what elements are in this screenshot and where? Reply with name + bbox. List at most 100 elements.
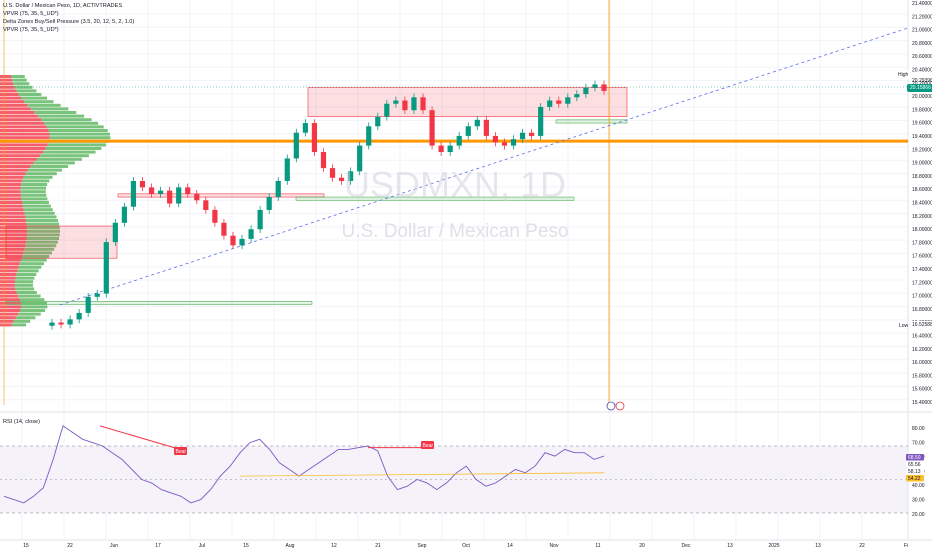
demand-zone	[5, 301, 313, 305]
price-axis-label: 18.00000	[912, 227, 932, 233]
last-price-badge: 20.15866	[907, 84, 932, 92]
volume-profile-buy	[36, 157, 82, 161]
volume-profile-buy	[27, 229, 61, 233]
volume-profile-buy	[21, 301, 48, 305]
candle-body	[465, 126, 471, 136]
candle-body	[375, 116, 381, 127]
high-label: High	[895, 71, 912, 79]
price-axis-label: 21.20000	[912, 14, 932, 20]
volume-profile-buy	[43, 150, 96, 154]
volume-profile-buy	[21, 305, 48, 309]
volume-profile-sell	[0, 255, 23, 258]
time-axis-label: Oct	[462, 543, 470, 549]
candle-body	[67, 319, 73, 325]
price-axis-label: 18.20000	[912, 214, 932, 220]
volume-profile-buy	[22, 255, 50, 258]
candle-body	[538, 106, 544, 136]
volume-profile-buy	[49, 136, 111, 140]
bear-label: Bear	[423, 443, 434, 449]
candle-body	[393, 100, 399, 104]
candle-body	[275, 180, 281, 198]
volume-profile-buy	[16, 291, 37, 294]
volume-profile-buy	[16, 89, 37, 93]
volume-profile-sell	[0, 150, 44, 154]
volume-profile-buy	[18, 312, 41, 316]
volume-profile-buy	[26, 226, 60, 230]
watermark-name: U.S. Dollar / Mexican Peso	[341, 221, 568, 242]
candle-body	[293, 132, 299, 159]
bear-label: Bear	[176, 449, 187, 455]
volume-profile-sell	[0, 240, 27, 244]
time-axis-label: 13	[815, 543, 821, 549]
indicator-label-2[interactable]: Delta Zones Buy/Sell Pressure (3.5, 20, …	[3, 19, 135, 25]
volume-profile-buy	[13, 319, 31, 323]
candle-body	[338, 177, 345, 181]
time-axis-label: Aug	[286, 543, 295, 549]
time-axis-label: 11	[595, 543, 600, 549]
candle-body	[85, 296, 91, 313]
candle-body	[248, 229, 254, 239]
candle-body	[547, 100, 553, 107]
price-axis-label: 15.40000	[912, 400, 932, 406]
indicator-label-3[interactable]: VPVR (75, 35, 5_UD*)	[3, 27, 59, 33]
candle-body	[366, 126, 372, 146]
candle-body	[284, 158, 290, 181]
volume-profile-sell	[0, 251, 24, 255]
volume-profile-buy	[14, 85, 33, 89]
candle-body	[230, 235, 236, 246]
volume-profile-buy	[47, 143, 106, 147]
rsi-axis-label: 20.00	[912, 512, 925, 518]
volume-profile-sell	[0, 136, 50, 140]
candle-body	[574, 94, 580, 98]
volume-profile-buy	[21, 197, 48, 201]
volume-profile-sell	[0, 190, 21, 194]
volume-profile-buy	[15, 276, 35, 280]
candle-body	[429, 110, 435, 146]
volume-profile-sell	[0, 247, 25, 251]
price-axis-label: 19.20000	[912, 147, 932, 153]
price-axis-label: 20.00000	[912, 94, 932, 100]
volume-profile-buy	[11, 75, 25, 78]
volume-profile-buy	[15, 287, 35, 291]
rsi-title[interactable]: RSI (14, close)	[3, 419, 40, 425]
candle-body	[49, 322, 55, 326]
supply-zone	[307, 87, 628, 117]
price-axis-label: 16.00000	[912, 360, 932, 366]
rsi-badge-bg	[906, 475, 924, 482]
volume-profile-sell	[0, 111, 35, 114]
time-axis-label: 14	[507, 543, 513, 549]
price-axis-label: 20.80000	[912, 41, 932, 47]
supply-zone	[5, 225, 118, 259]
volume-profile-buy	[22, 204, 51, 208]
volume-profile-buy	[44, 121, 99, 125]
candle-body	[311, 123, 318, 153]
volume-profile-buy	[20, 186, 47, 190]
volume-profile-sell	[0, 121, 45, 125]
volume-profile-sell	[0, 193, 21, 197]
indicator-label-1[interactable]: VPVR (75, 35, 5_UD*)	[3, 11, 59, 17]
rsi-value-badge: 58.13	[908, 469, 921, 475]
candle-body	[456, 135, 462, 146]
volume-profile-sell	[0, 219, 27, 222]
volume-profile-sell	[0, 276, 16, 280]
volume-profile-sell	[0, 283, 15, 287]
candle-body	[167, 190, 173, 204]
volume-profile-buy	[21, 183, 48, 186]
volume-profile-buy	[26, 233, 60, 237]
volume-profile-buy	[11, 323, 27, 327]
candle-body	[194, 193, 200, 201]
volume-profile-buy	[20, 190, 46, 194]
time-axis-label: Sep	[418, 543, 427, 549]
rsi-axis-label: 80.00	[912, 426, 925, 432]
volume-profile-sell	[0, 201, 23, 204]
high-value: 20.29396	[912, 78, 932, 84]
candle-body	[447, 145, 453, 153]
time-axis-label: Nov	[550, 543, 559, 549]
time-axis-label: 22	[859, 543, 865, 549]
volume-profile-buy	[25, 172, 57, 176]
volume-profile-buy	[18, 265, 42, 269]
volume-profile-sell	[0, 75, 12, 78]
volume-profile-sell	[0, 154, 41, 158]
